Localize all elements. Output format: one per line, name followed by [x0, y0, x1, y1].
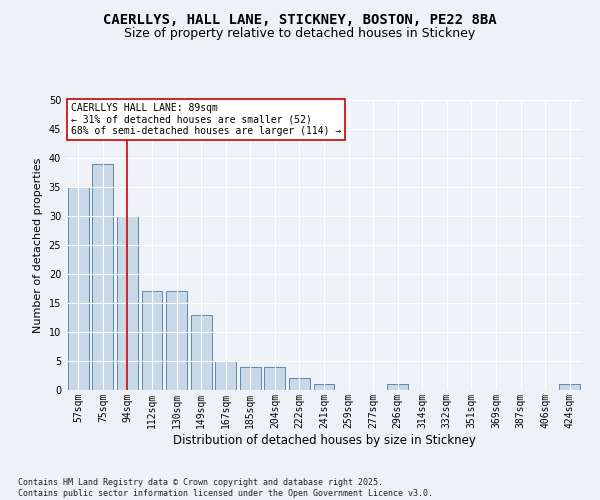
Text: CAERLLYS HALL LANE: 89sqm
← 31% of detached houses are smaller (52)
68% of semi-: CAERLLYS HALL LANE: 89sqm ← 31% of detac…: [71, 103, 341, 136]
Bar: [387, 384, 408, 390]
Bar: [117, 216, 138, 390]
Text: CAERLLYS, HALL LANE, STICKNEY, BOSTON, PE22 8BA: CAERLLYS, HALL LANE, STICKNEY, BOSTON, P…: [103, 12, 497, 26]
Text: Size of property relative to detached houses in Stickney: Size of property relative to detached ho…: [124, 28, 476, 40]
Y-axis label: Number of detached properties: Number of detached properties: [33, 158, 43, 332]
Bar: [142, 292, 163, 390]
Text: Contains HM Land Registry data © Crown copyright and database right 2025.
Contai: Contains HM Land Registry data © Crown c…: [18, 478, 433, 498]
Bar: [240, 367, 261, 390]
Bar: [265, 367, 286, 390]
X-axis label: Distribution of detached houses by size in Stickney: Distribution of detached houses by size …: [173, 434, 475, 446]
Bar: [314, 384, 334, 390]
Bar: [215, 361, 236, 390]
Bar: [68, 187, 89, 390]
Bar: [289, 378, 310, 390]
Bar: [166, 292, 187, 390]
Bar: [559, 384, 580, 390]
Bar: [92, 164, 113, 390]
Bar: [191, 314, 212, 390]
